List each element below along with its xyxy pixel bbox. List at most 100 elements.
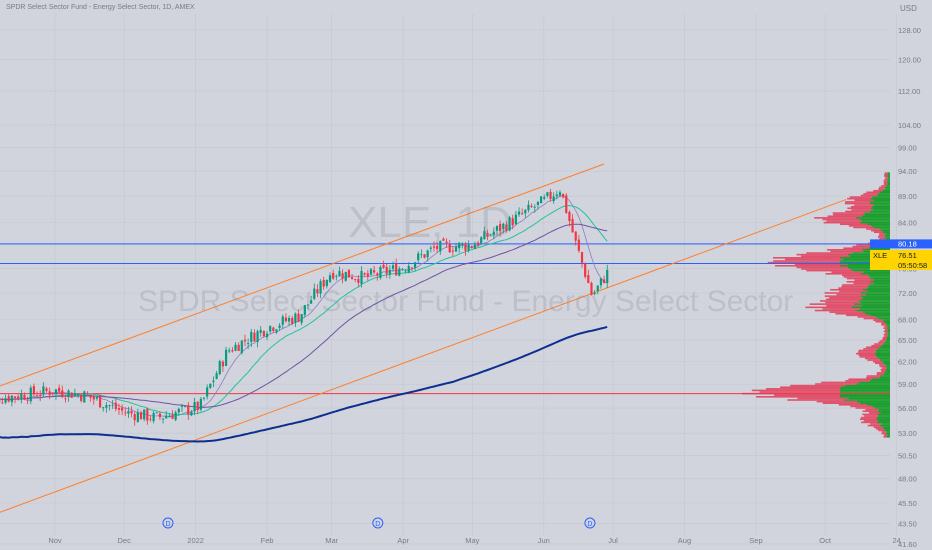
profile-bar-green [883, 231, 890, 233]
profile-bar-red [845, 211, 870, 213]
candle-body [332, 273, 334, 278]
candle-body [411, 268, 413, 269]
profile-bar-red [885, 172, 888, 174]
candle-body [99, 395, 101, 407]
candle-body [389, 270, 391, 275]
profile-bar-green [884, 428, 890, 430]
candle-body [90, 395, 92, 398]
profile-bar-red [845, 203, 870, 205]
profile-bar-green [865, 313, 890, 315]
candle-body [392, 265, 394, 268]
candle-body [263, 331, 265, 336]
profile-bar-green [885, 340, 890, 342]
candle-body [108, 405, 110, 406]
profile-bar-green [841, 386, 890, 388]
profile-bar-red [842, 275, 868, 277]
profile-bar-green [870, 201, 890, 203]
profile-bar-red [823, 308, 860, 310]
profile-bar-red [855, 199, 875, 201]
candle-body [134, 414, 136, 420]
profile-bar-green [881, 412, 890, 414]
profile-bar-green [885, 188, 890, 190]
profile-bar-green [879, 409, 890, 411]
profile-bar-green [876, 351, 890, 353]
candle-body [77, 394, 79, 395]
profile-bar-green [852, 307, 890, 309]
profile-bar-red [867, 375, 880, 377]
candle-body [45, 388, 47, 390]
candle-body [584, 263, 586, 276]
candle-body [345, 272, 347, 281]
profile-bar-green [877, 422, 890, 424]
profile-bar-green [856, 217, 890, 219]
x-tick-label: Mar [325, 536, 338, 545]
candle-body [370, 269, 372, 274]
profile-bar-red [871, 230, 881, 232]
candle-body [241, 341, 243, 353]
candle-body [168, 416, 170, 417]
candle-body [540, 197, 542, 204]
profile-bar-green [878, 414, 890, 416]
profile-bar-green [864, 214, 890, 216]
candle-body [93, 397, 95, 400]
candle-body [39, 395, 41, 396]
profile-bar-red [864, 420, 878, 422]
candle-body [74, 393, 76, 396]
dividend-marker-letter: D [165, 521, 170, 528]
profile-bar-green [863, 289, 890, 291]
y-tick-label: 62.00 [898, 357, 917, 366]
candle-body [360, 271, 362, 284]
watermark-name: SPDR Select Sector Fund - Energy Select … [138, 285, 793, 319]
profile-bar-green [874, 204, 890, 206]
profile-bar-red [847, 278, 871, 280]
profile-bar-red [866, 228, 879, 230]
profile-bar-green [883, 362, 890, 364]
profile-bar-red [874, 231, 883, 233]
candle-body [603, 279, 605, 283]
candle-body [17, 396, 19, 399]
profile-bar-green [863, 311, 890, 313]
candle-body [408, 266, 410, 272]
profile-bar-green [874, 279, 890, 281]
profile-bar-green [879, 346, 890, 348]
profile-bar-green [861, 295, 890, 297]
profile-bar-red [838, 287, 866, 289]
profile-bar-green [887, 180, 890, 182]
candle-body [102, 407, 104, 408]
candle-body [121, 408, 123, 411]
candle-body [67, 391, 69, 398]
y-tick-label: 94.00 [898, 167, 917, 176]
profile-bar-red [858, 351, 876, 353]
candle-body [80, 395, 82, 401]
profile-bar-red [881, 324, 886, 326]
candle-body [11, 396, 13, 402]
y-tick-label: 65.00 [898, 336, 917, 345]
candle-body [146, 409, 148, 421]
profile-bar-red [853, 283, 873, 285]
profile-bar-red [823, 402, 860, 404]
profile-bar-red [883, 337, 887, 339]
candle-body [417, 253, 419, 260]
profile-bar-red [878, 188, 884, 190]
profile-bar-green [840, 391, 890, 393]
profile-bar-red [826, 273, 861, 275]
profile-bar-green [860, 308, 890, 310]
profile-bar-green [880, 375, 890, 377]
candle-body [64, 398, 66, 399]
x-tick-label: Nov [48, 536, 62, 545]
candle-body [405, 271, 407, 272]
profile-bar-red [875, 321, 883, 323]
profile-bar-red [806, 252, 852, 254]
candle-body [206, 387, 208, 396]
candle-body [578, 240, 580, 251]
candle-body [216, 373, 218, 379]
profile-bar-red [840, 223, 867, 225]
profile-bar-red [844, 276, 869, 278]
x-tick-label: Feb [261, 536, 274, 545]
candle-body [373, 270, 375, 272]
candle-body [250, 332, 252, 342]
profile-bar-green [867, 287, 890, 289]
profile-bar-red [866, 346, 879, 348]
profile-bar-red [882, 433, 887, 435]
